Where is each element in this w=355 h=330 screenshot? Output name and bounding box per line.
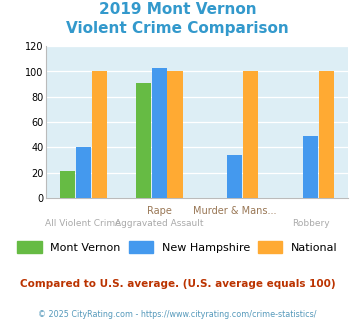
Text: Violent Crime Comparison: Violent Crime Comparison [66, 21, 289, 36]
Bar [152, 68, 167, 198]
Text: 2019 Mont Vernon: 2019 Mont Vernon [99, 2, 256, 16]
Text: Robbery: Robbery [292, 219, 329, 228]
Text: All Violent Crime: All Violent Crime [45, 219, 121, 228]
Bar [76, 148, 91, 198]
Bar [319, 72, 334, 198]
Text: Compared to U.S. average. (U.S. average equals 100): Compared to U.S. average. (U.S. average … [20, 279, 335, 289]
Bar [243, 72, 258, 198]
Bar [303, 136, 318, 198]
Bar [92, 72, 107, 198]
Text: © 2025 CityRating.com - https://www.cityrating.com/crime-statistics/: © 2025 CityRating.com - https://www.city… [38, 310, 317, 319]
Bar [136, 83, 151, 198]
Bar [168, 72, 182, 198]
Text: Rape: Rape [147, 206, 171, 216]
Bar [227, 155, 242, 198]
Bar [60, 172, 75, 198]
Text: Murder & Mans...: Murder & Mans... [193, 206, 277, 216]
Text: Aggravated Assault: Aggravated Assault [115, 219, 203, 228]
Legend: Mont Vernon, New Hampshire, National: Mont Vernon, New Hampshire, National [13, 237, 342, 257]
